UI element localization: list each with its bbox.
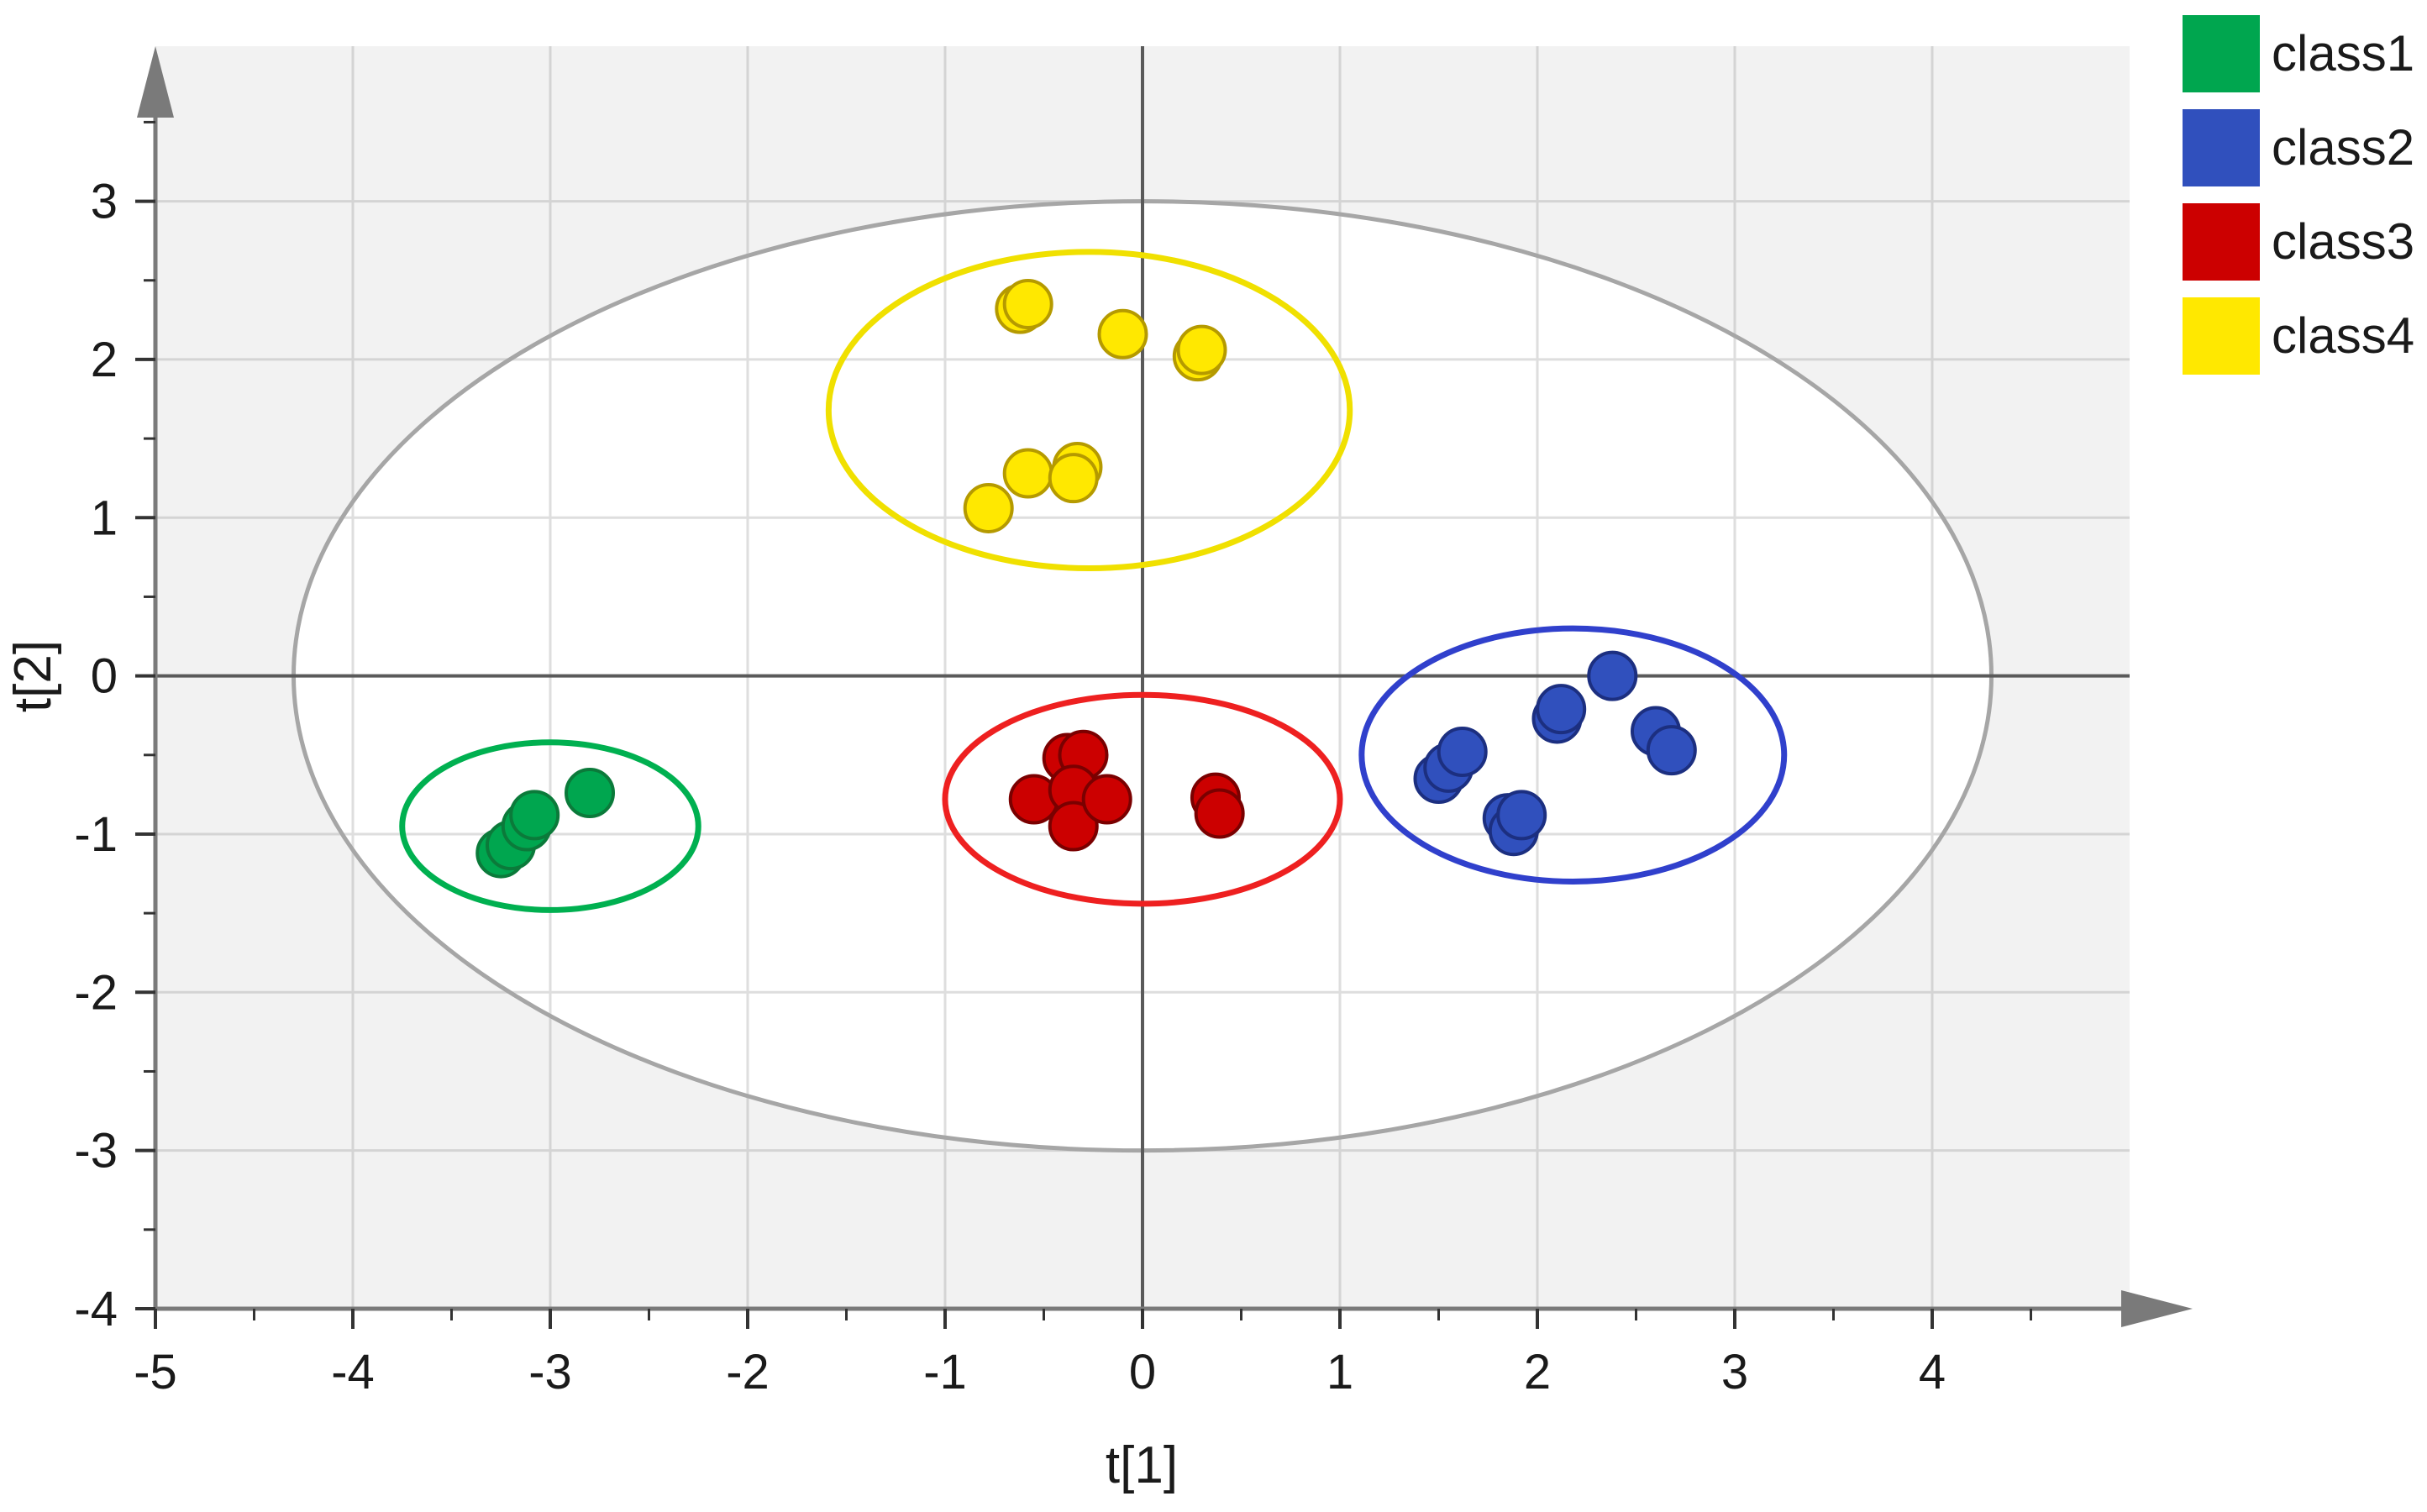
legend-swatch-class2: [2183, 109, 2260, 186]
y-tick-label: 3: [91, 175, 118, 229]
confidence-ellipse-class3: [942, 691, 1343, 907]
legend-swatch-class3: [2183, 203, 2260, 281]
point-class1: [565, 767, 615, 818]
point-class2: [1536, 684, 1587, 735]
x-tick-label: 4: [1919, 1345, 1946, 1399]
y-axis-arrow: [137, 46, 174, 118]
x-tick-label: -2: [726, 1345, 770, 1399]
point-class3: [1194, 788, 1245, 839]
x-tick-label: 3: [1721, 1345, 1748, 1399]
x-axis-title: t[1]: [1106, 1436, 1178, 1494]
point-class2: [1587, 650, 1638, 701]
x-tick-label: -5: [134, 1345, 177, 1399]
y-tick-label: -4: [74, 1282, 118, 1336]
tick-labels: -5 -4 -3 -2 -1 0 1 2 3 4 -4 -3 -2 -1 0 1 2 3: [74, 175, 1946, 1399]
point-class4: [1002, 279, 1053, 330]
confidence-ellipse-class1: [399, 739, 701, 913]
x-tick-label: -3: [528, 1345, 572, 1399]
class-ellipses: [399, 249, 1788, 913]
legend-swatch-class4: [2183, 297, 2260, 375]
y-tick-label: 0: [91, 649, 118, 704]
legend-swatch-class1: [2183, 15, 2260, 92]
point-class3: [1048, 801, 1099, 852]
axes: [135, 46, 2193, 1329]
y-tick-label: 1: [91, 491, 118, 545]
point-class3: [1081, 774, 1132, 825]
point-class2: [1646, 725, 1697, 776]
point-class4: [1002, 448, 1053, 499]
point-class1: [509, 790, 560, 841]
point-class4: [963, 482, 1014, 533]
y-axis-title: t[2]: [4, 640, 62, 712]
point-class4: [1176, 324, 1227, 375]
x-tick-label: 2: [1524, 1345, 1551, 1399]
legend-label-class2: class2: [2272, 119, 2414, 176]
point-class2: [1437, 727, 1488, 778]
legend-label-class3: class3: [2272, 213, 2414, 270]
legend-label-class4: class4: [2272, 307, 2414, 364]
legend-label-class1: class1: [2272, 25, 2414, 81]
x-tick-label: 1: [1326, 1345, 1353, 1399]
point-class4: [1048, 453, 1099, 504]
x-tick-label: -4: [331, 1345, 375, 1399]
x-axis-arrow: [2121, 1290, 2193, 1327]
data-points: [475, 279, 1697, 879]
x-tick-label: -1: [923, 1345, 967, 1399]
y-tick-label: -2: [74, 965, 118, 1020]
x-tick-label: 0: [1129, 1345, 1156, 1399]
confidence-ellipse-class2: [1358, 625, 1788, 885]
point-class2: [1496, 790, 1547, 841]
point-class4: [1097, 308, 1148, 360]
legend: class1 class2 class3 class4: [2183, 15, 2414, 375]
y-tick-label: 2: [91, 333, 118, 387]
y-tick-label: -3: [74, 1124, 118, 1179]
axis-titles: t[1] t[2]: [4, 640, 1178, 1494]
y-tick-label: -1: [74, 807, 118, 862]
confidence-ellipse-class4: [825, 249, 1353, 572]
